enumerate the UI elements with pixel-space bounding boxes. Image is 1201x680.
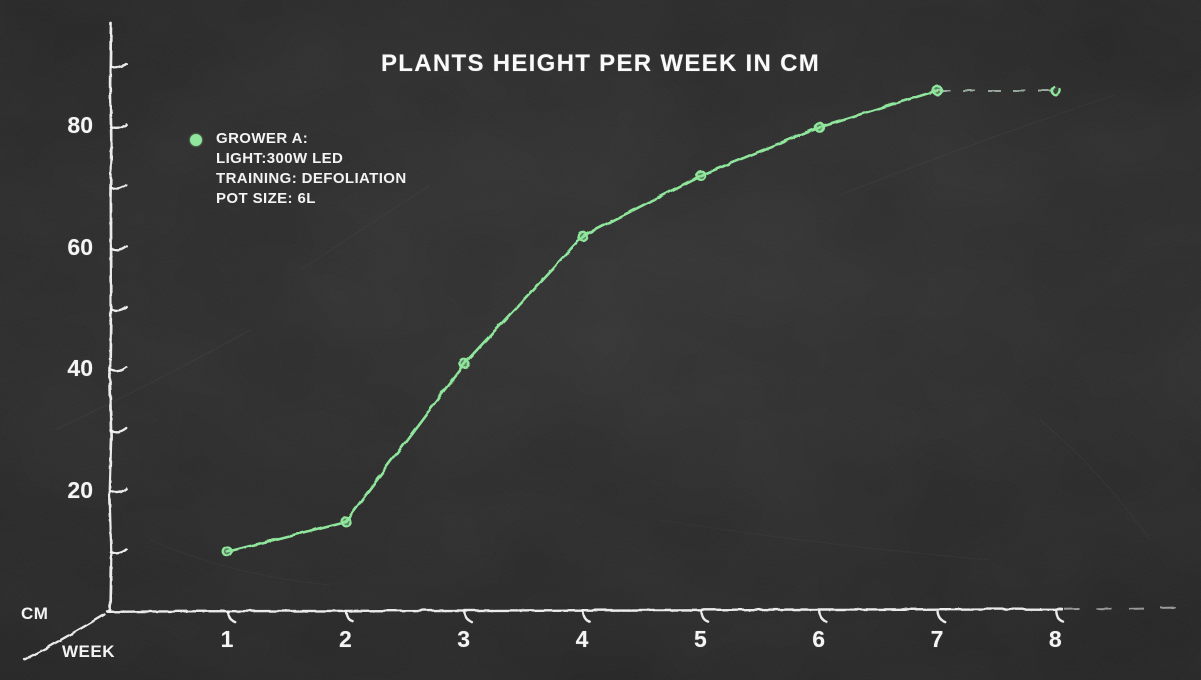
y-tick-mark [108, 304, 127, 312]
data-point-week-4 [576, 230, 588, 242]
x-tick-label-7: 7 [930, 626, 944, 652]
x-axis-line [105, 607, 1064, 613]
x-tick-mark [462, 609, 473, 623]
x-tick-mark [580, 609, 591, 623]
y-tick-mark [108, 547, 127, 555]
x-axis-line-faded-tail [1063, 606, 1189, 610]
y-tick-label-20: 20 [67, 476, 93, 503]
data-point-week-6 [813, 120, 825, 132]
data-point-week-8 [1049, 84, 1061, 96]
x-tick-mark [225, 609, 236, 623]
legend-marker-icon [190, 134, 202, 146]
y-tick-label-60: 60 [67, 233, 93, 260]
data-point-week-7 [931, 84, 943, 96]
x-tick-label-6: 6 [812, 626, 826, 652]
x-axis-label: WEEK [62, 642, 115, 661]
data-point-week-1 [221, 545, 233, 557]
y-tick-mark [108, 183, 127, 190]
y-tick-mark [108, 487, 127, 494]
axes [22, 21, 1189, 661]
chart-title: PLANTS HEIGHT PER WEEK IN CM [380, 50, 821, 77]
x-tick-mark [817, 609, 828, 623]
x-tick-mark [699, 609, 709, 623]
legend-line-light: LIGHT:300W LED [216, 150, 344, 167]
data-point-week-3 [458, 357, 470, 369]
legend-line-potsize: POT SIZE: 6L [216, 190, 316, 207]
data-point-week-5 [694, 169, 706, 181]
y-ticks [108, 62, 127, 555]
y-tick-mark [108, 365, 127, 372]
y-tick-mark [108, 244, 127, 251]
legend: GROWER A: LIGHT:300W LED TRAINING: DEFOL… [190, 129, 407, 209]
y-tick-mark [108, 426, 127, 433]
x-tick-mark [344, 609, 354, 623]
scratches [54, 329, 251, 431]
x-tick-label-3: 3 [457, 626, 471, 652]
x-tick-label-2: 2 [338, 626, 352, 652]
origin-diagonal-line [22, 612, 106, 661]
x-tick-mark [935, 609, 946, 623]
x-tick-label-8: 8 [1048, 626, 1062, 652]
x-tick-label-4: 4 [575, 626, 589, 652]
y-tick-label-80: 80 [67, 112, 93, 139]
x-tick-mark [1054, 609, 1064, 623]
data-point-week-2 [339, 515, 351, 527]
x-tick-label-1: 1 [220, 626, 234, 652]
y-tick-label-40: 40 [67, 355, 93, 382]
y-axis-label: CM [21, 604, 49, 623]
x-ticks [225, 609, 1064, 623]
y-axis-line [107, 21, 113, 613]
y-tick-mark [108, 122, 127, 130]
x-tick-label-5: 5 [693, 626, 707, 652]
data-series [221, 84, 1061, 557]
legend-line-training: TRAINING: DEFOLIATION [216, 170, 407, 187]
y-tick-mark [108, 62, 127, 69]
legend-line-grower: GROWER A: [216, 130, 309, 147]
data-points [221, 84, 1061, 557]
